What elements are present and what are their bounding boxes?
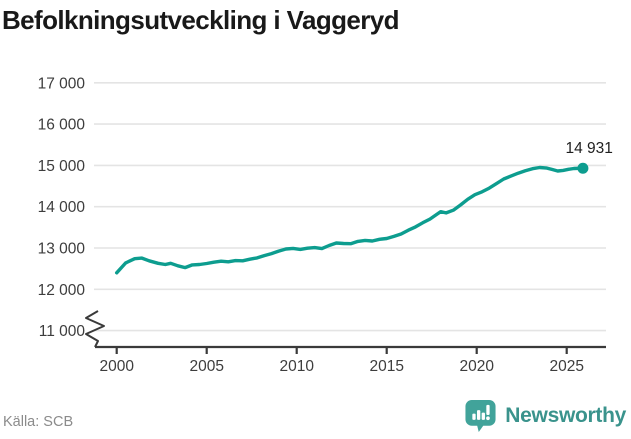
x-tick-label: 2015 [369, 358, 403, 375]
end-point-marker [577, 162, 589, 174]
chart-title: Befolkningsutveckling i Vaggeryd [2, 5, 400, 35]
y-tick-label: 17 000 [38, 75, 86, 92]
x-tick-label: 2000 [99, 358, 134, 375]
brand-name: Newsworthy [505, 404, 626, 427]
population-line-chart: 11 000 12 000 13 000 14 000 15 000 16 000 17 0… [38, 75, 613, 375]
source-text: Källa: SCB [3, 414, 74, 430]
x-tick-label: 2025 [549, 358, 583, 375]
axis-break-icon [85, 310, 105, 348]
end-value-label: 14 931 [565, 140, 612, 157]
x-tick-label: 2005 [189, 358, 223, 375]
y-tick-label: 12 000 [38, 282, 86, 299]
y-tick-label: 16 000 [38, 117, 86, 134]
x-tick-label: 2010 [279, 358, 314, 375]
y-tick-label: 11 000 [39, 323, 86, 340]
y-tick-label: 15 000 [38, 158, 86, 175]
bar-chart-bubble-icon [464, 399, 497, 433]
y-tick-label: 14 000 [38, 199, 86, 216]
x-tick-label: 2020 [459, 358, 494, 375]
newsworthy-logo[interactable]: Newsworthy [464, 399, 626, 433]
population-line [115, 165, 585, 275]
y-tick-label: 13 000 [38, 241, 86, 258]
